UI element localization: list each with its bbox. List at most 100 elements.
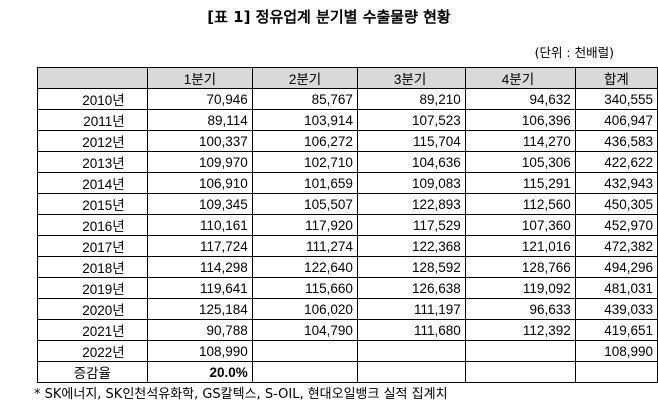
cell: 100,337 bbox=[146, 130, 253, 152]
cell: 107,523 bbox=[356, 109, 466, 131]
row-label: 2018년 bbox=[37, 256, 148, 278]
cell: 128,592 bbox=[356, 256, 466, 278]
cell: 109,083 bbox=[356, 172, 466, 194]
cell: 106,272 bbox=[251, 130, 358, 152]
table-row: 2016년 110,161 117,920 117,529 107,360 452,970 bbox=[37, 214, 658, 236]
header-corner bbox=[37, 67, 148, 89]
table-row: 증감율 20.0% bbox=[37, 361, 658, 383]
cell: 111,197 bbox=[356, 298, 466, 320]
cell: 114,298 bbox=[146, 256, 253, 278]
cell: 112,392 bbox=[464, 319, 576, 341]
header-cell: 2분기 bbox=[251, 67, 358, 89]
table-row: 2020년 125,184 106,020 111,197 96,633 439,033 bbox=[37, 298, 658, 320]
row-label: 2022년 bbox=[37, 340, 148, 362]
header-cell: 1분기 bbox=[146, 67, 253, 89]
cell: 109,345 bbox=[146, 193, 253, 215]
header-cell: 합계 bbox=[574, 67, 658, 89]
row-label: 증감율 bbox=[37, 361, 148, 383]
cell: 122,640 bbox=[251, 256, 358, 278]
row-label: 2015년 bbox=[37, 193, 148, 215]
cell: 122,893 bbox=[356, 193, 466, 215]
cell: 105,306 bbox=[464, 151, 576, 173]
cell bbox=[574, 361, 658, 383]
export-table: 1분기 2분기 3분기 4분기 합계 2010년 70,946 85,767 89,210 94… bbox=[37, 67, 658, 383]
cell: 111,274 bbox=[251, 235, 358, 257]
cell: 104,636 bbox=[356, 151, 466, 173]
cell: 125,184 bbox=[146, 298, 253, 320]
table-row: 2021년 90,788 104,790 111,680 112,392 419,651 bbox=[37, 319, 658, 341]
cell: 106,396 bbox=[464, 109, 576, 131]
table-row: 2022년 108,990 108,990 bbox=[37, 340, 658, 362]
cell: 115,291 bbox=[464, 172, 576, 194]
cell: 117,529 bbox=[356, 214, 466, 236]
cell: 119,641 bbox=[146, 277, 253, 299]
cell: 439,033 bbox=[574, 298, 658, 320]
cell: 103,914 bbox=[251, 109, 358, 131]
header-row: 1분기 2분기 3분기 4분기 합계 bbox=[37, 67, 658, 89]
cell: 106,910 bbox=[146, 172, 253, 194]
table-row: 2019년 119,641 115,660 126,638 119,092 481,031 bbox=[37, 277, 658, 299]
cell: 340,555 bbox=[574, 88, 658, 110]
cell: 436,583 bbox=[574, 130, 658, 152]
row-label: 2012년 bbox=[37, 130, 148, 152]
table-row: 2018년 114,298 122,640 128,592 128,766 494,296 bbox=[37, 256, 658, 278]
footnote: * SK에너지, SK인천석유화학, GS칼텍스, S-OIL, 현대오일뱅크 … bbox=[34, 387, 448, 402]
header-cell: 4분기 bbox=[464, 67, 576, 89]
table-row: 2011년 89,114 103,914 107,523 106,396 406,947 bbox=[37, 109, 658, 131]
cell: 106,020 bbox=[251, 298, 358, 320]
cell: 90,788 bbox=[146, 319, 253, 341]
cell: 472,382 bbox=[574, 235, 658, 257]
cell: 422,622 bbox=[574, 151, 658, 173]
cell bbox=[464, 361, 576, 383]
row-label: 2021년 bbox=[37, 319, 148, 341]
cell: 96,633 bbox=[464, 298, 576, 320]
cell: 114,270 bbox=[464, 130, 576, 152]
cell: 109,970 bbox=[146, 151, 253, 173]
cell: 119,092 bbox=[464, 277, 576, 299]
cell: 108,990 bbox=[146, 340, 253, 362]
table-row: 2010년 70,946 85,767 89,210 94,632 340,555 bbox=[37, 88, 658, 110]
cell: 112,560 bbox=[464, 193, 576, 215]
cell: 115,660 bbox=[251, 277, 358, 299]
cell: 481,031 bbox=[574, 277, 658, 299]
cell: 111,680 bbox=[356, 319, 466, 341]
title: [표 1] 정유업계 분기별 수출물량 현황 bbox=[207, 8, 451, 26]
table-row: 2014년 106,910 101,659 109,083 115,291 432,943 bbox=[37, 172, 658, 194]
row-label: 2019년 bbox=[37, 277, 148, 299]
cell: 105,507 bbox=[251, 193, 358, 215]
row-label: 2017년 bbox=[37, 235, 148, 257]
row-label: 2013년 bbox=[37, 151, 148, 173]
cell: 104,790 bbox=[251, 319, 358, 341]
header-cell: 3분기 bbox=[356, 67, 466, 89]
cell bbox=[356, 340, 466, 362]
row-label: 2020년 bbox=[37, 298, 148, 320]
cell: 70,946 bbox=[146, 88, 253, 110]
cell: 101,659 bbox=[251, 172, 358, 194]
cell bbox=[464, 340, 576, 362]
cell: 89,210 bbox=[356, 88, 466, 110]
row-label: 2016년 bbox=[37, 214, 148, 236]
cell: 110,161 bbox=[146, 214, 253, 236]
cell: 122,368 bbox=[356, 235, 466, 257]
cell: 450,305 bbox=[574, 193, 658, 215]
cell bbox=[251, 340, 358, 362]
cell: 102,710 bbox=[251, 151, 358, 173]
row-label: 2011년 bbox=[37, 109, 148, 131]
cell bbox=[251, 361, 358, 383]
table-row: 2013년 109,970 102,710 104,636 105,306 422,622 bbox=[37, 151, 658, 173]
cell: 94,632 bbox=[464, 88, 576, 110]
row-label: 2010년 bbox=[37, 88, 148, 110]
cell: 89,114 bbox=[146, 109, 253, 131]
table-row: 2012년 100,337 106,272 115,704 114,270 436,583 bbox=[37, 130, 658, 152]
cell: 117,920 bbox=[251, 214, 358, 236]
cell: 107,360 bbox=[464, 214, 576, 236]
cell: 452,970 bbox=[574, 214, 658, 236]
cell: 128,766 bbox=[464, 256, 576, 278]
cell: 494,296 bbox=[574, 256, 658, 278]
cell: 126,638 bbox=[356, 277, 466, 299]
cell: 115,704 bbox=[356, 130, 466, 152]
cell: 117,724 bbox=[146, 235, 253, 257]
unit-note: (단위 : 천배럴) bbox=[534, 45, 614, 60]
cell: 85,767 bbox=[251, 88, 358, 110]
